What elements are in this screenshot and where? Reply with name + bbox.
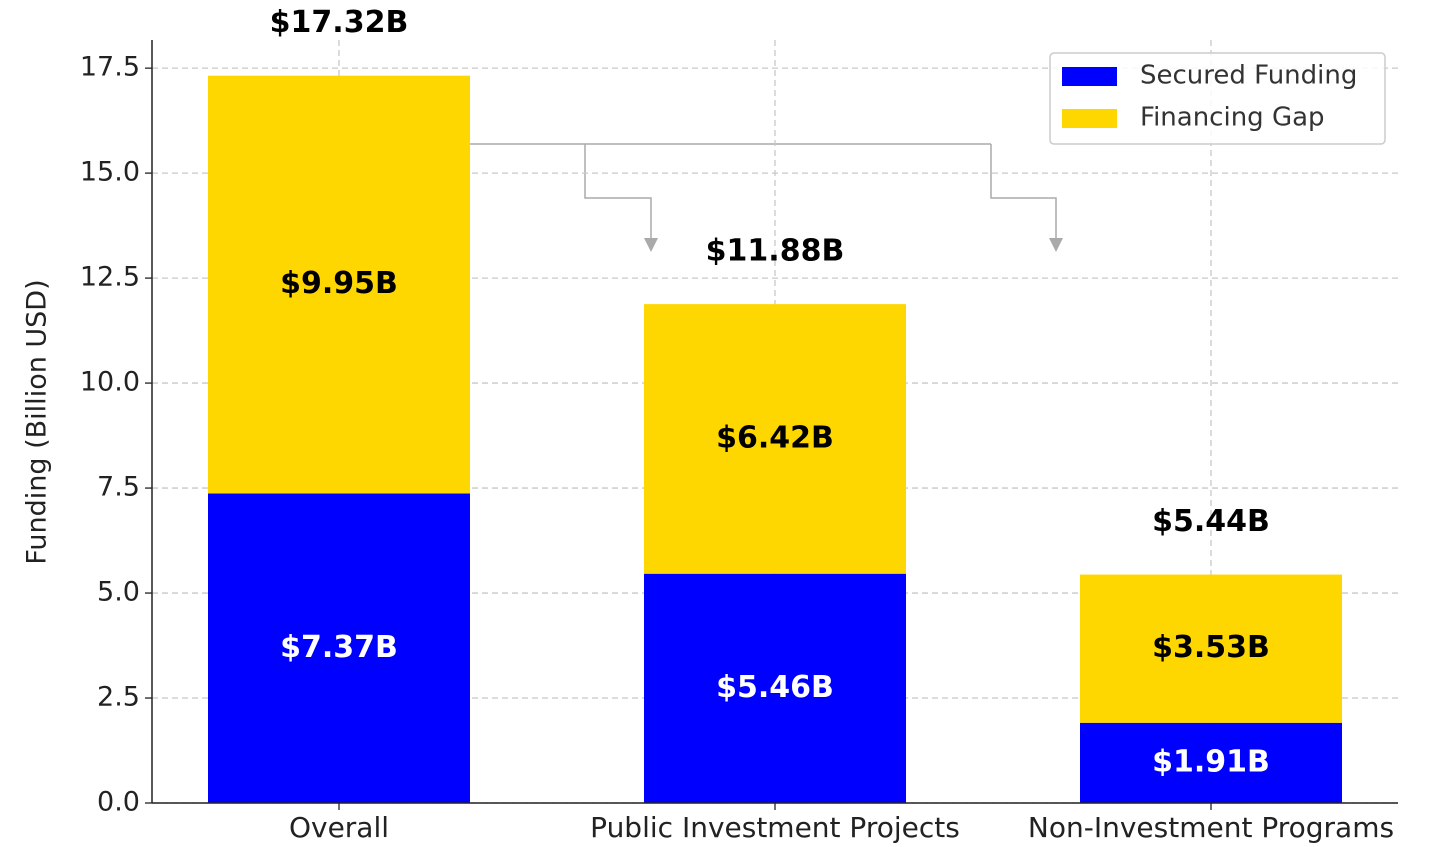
value-label: $3.53B (1152, 630, 1270, 665)
value-label: $9.95B (280, 266, 398, 301)
legend-label: Secured Funding (1140, 61, 1357, 91)
y-tick-label: 0.0 (97, 787, 140, 818)
arrow-line (584, 144, 652, 240)
x-tick-label: Non-Investment Programs (1028, 811, 1394, 844)
legend-swatch (1062, 67, 1117, 86)
bar-segment (208, 493, 470, 803)
bar-segment (644, 304, 906, 574)
y-tick-label: 2.5 (97, 682, 140, 713)
arrow-line (990, 144, 1057, 240)
flow-arrows (398, 143, 1063, 252)
bars (208, 75, 1342, 803)
bar-segment (644, 573, 906, 803)
value-label: $1.91B (1152, 744, 1270, 779)
value-label: $5.46B (716, 670, 834, 705)
value-label: $7.37B (280, 630, 398, 665)
y-tick-label: 10.0 (80, 367, 140, 398)
y-tick-label: 15.0 (80, 157, 140, 188)
total-label: $11.88B (706, 234, 845, 269)
legend-label: Financing Gap (1140, 103, 1325, 133)
arrow-head (644, 238, 658, 252)
y-tick-label: 5.0 (97, 577, 140, 608)
bar-segment (208, 75, 470, 494)
x-tick-label: Overall (289, 811, 389, 844)
total-label: $17.32B (270, 5, 409, 40)
y-tick-label: 7.5 (97, 472, 140, 503)
legend-swatch (1062, 109, 1117, 128)
y-axis-label: Funding (Billion USD) (22, 279, 53, 564)
value-label: $6.42B (716, 420, 834, 455)
legend: Secured Funding Financing Gap (1049, 52, 1386, 145)
arrow-head (1049, 238, 1063, 252)
y-tick-label: 12.5 (80, 262, 140, 293)
bar-segment (1080, 722, 1342, 803)
bar-segment (1080, 574, 1342, 723)
legend-box (1049, 52, 1386, 145)
x-tick-label: Public Investment Projects (590, 811, 960, 844)
total-label: $5.44B (1152, 504, 1270, 539)
y-tick-label: 17.5 (80, 52, 140, 83)
